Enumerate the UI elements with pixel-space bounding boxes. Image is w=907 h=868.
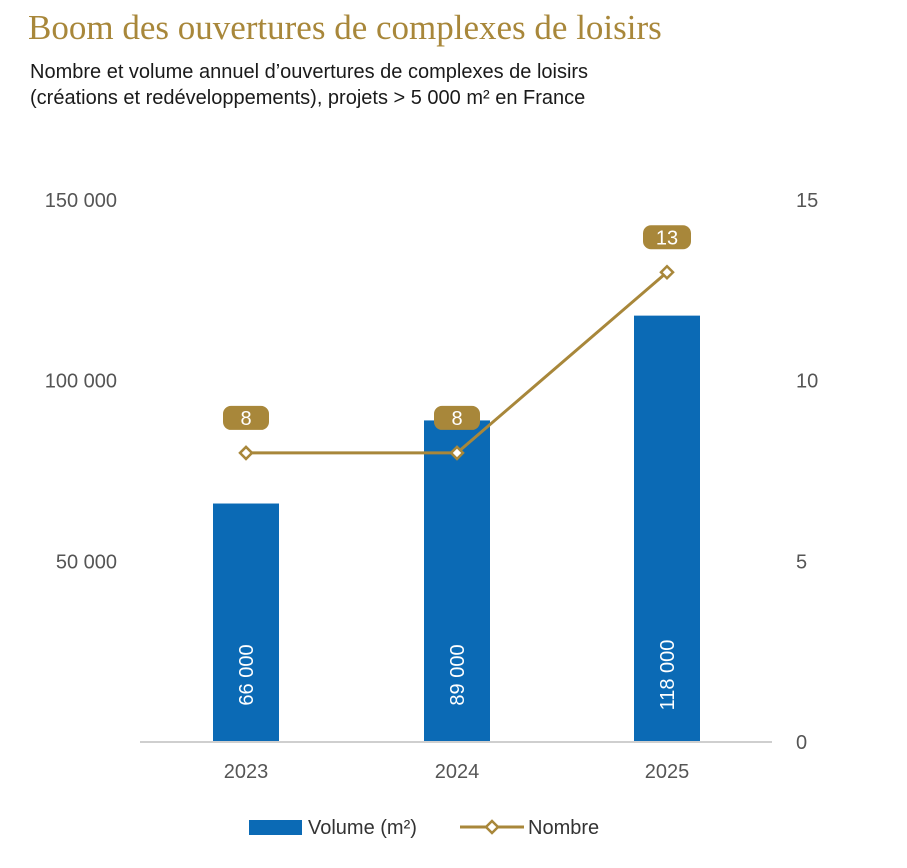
legend: Volume (m²) Nombre <box>249 817 599 839</box>
x-axis-ticks: 2023 2024 2025 <box>224 761 690 783</box>
x-axis-tick-label: 2024 <box>435 761 480 783</box>
nombre-marker <box>238 445 254 461</box>
legend-swatch-volume <box>249 820 302 835</box>
bar-value-label: 118 000 <box>657 640 679 711</box>
bar-2023 <box>213 503 279 742</box>
legend-label-volume: Volume (m²) <box>308 817 417 839</box>
x-axis-tick-label: 2023 <box>224 761 269 783</box>
right-axis-ticks: 0 5 10 15 <box>796 190 818 754</box>
bar-value-label: 89 000 <box>447 644 469 705</box>
bar-value-label: 66 000 <box>236 644 258 705</box>
bar-2024 <box>424 420 490 742</box>
bar-2025 <box>634 315 700 742</box>
left-axis-tick-label: 100 000 <box>45 371 117 393</box>
left-axis-ticks: 50 000 100 000 150 000 <box>45 190 117 573</box>
line-series: 8 8 13 <box>223 225 691 461</box>
nombre-marker <box>449 445 465 461</box>
subtitle-line-2: (créations et redéveloppements), projets… <box>30 87 586 109</box>
left-axis-tick-label: 150 000 <box>45 190 117 212</box>
bar-series: 66 000 89 000 118 000 <box>213 315 700 742</box>
nombre-label-badge <box>434 405 480 430</box>
legend-label-nombre: Nombre <box>528 817 599 839</box>
right-axis-tick-label: 0 <box>796 732 807 754</box>
subtitle-line-1: Nombre et volume annuel d’ouvertures de … <box>30 61 589 83</box>
left-axis-tick-label: 50 000 <box>56 551 117 573</box>
nombre-label-badge <box>643 225 691 250</box>
nombre-value-label: 8 <box>451 408 462 430</box>
nombre-label-badge <box>223 405 269 430</box>
chart-title: Boom des ouvertures de complexes de lois… <box>28 8 662 47</box>
x-axis-tick-label: 2025 <box>645 761 690 783</box>
chart-subtitle: Nombre et volume annuel d’ouvertures de … <box>30 59 890 111</box>
nombre-marker <box>659 264 675 281</box>
right-axis-tick-label: 10 <box>796 371 818 393</box>
legend-swatch-nombre-marker <box>484 819 500 835</box>
right-axis-tick-label: 15 <box>796 190 818 212</box>
right-axis-tick-label: 5 <box>796 551 807 573</box>
nombre-value-label: 8 <box>240 408 251 430</box>
nombre-value-label: 13 <box>656 227 678 249</box>
